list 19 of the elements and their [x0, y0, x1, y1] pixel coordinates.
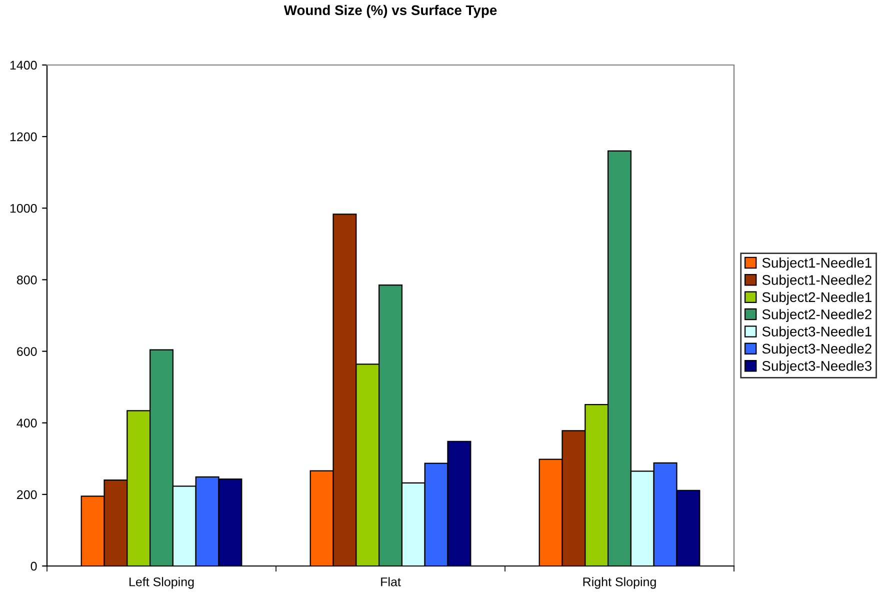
y-tick-label: 800	[16, 276, 37, 284]
y-tick-label: 1200	[10, 132, 37, 142]
legend-label: Subject1-Needle1	[762, 258, 872, 270]
legend-label: Subject2-Needle2	[762, 309, 872, 322]
x-tick-label: Flat	[381, 577, 401, 586]
x-tick-label: Right Sloping	[583, 577, 656, 589]
legend-label: Subject3-Needle3	[762, 360, 872, 374]
y-tick-label: 1400	[10, 60, 37, 70]
legend-label: Subject3-Needle1	[762, 326, 872, 340]
y-tick-label: 0	[30, 562, 37, 571]
legend-label: Subject1-Needle2	[762, 274, 872, 288]
y-tick-label: 200	[17, 490, 37, 500]
x-tick-label: Left Sloping	[130, 577, 194, 589]
y-tick-label: 400	[16, 418, 37, 428]
legend-label: Subject3-Needle2	[762, 343, 872, 356]
y-tick-label: 1000	[10, 204, 37, 213]
y-tick-label: 600	[17, 347, 37, 356]
legend-label: Subject2-Needle1	[762, 292, 872, 305]
chart-title: Wound Size (%) vs Surface Type	[284, 4, 497, 18]
